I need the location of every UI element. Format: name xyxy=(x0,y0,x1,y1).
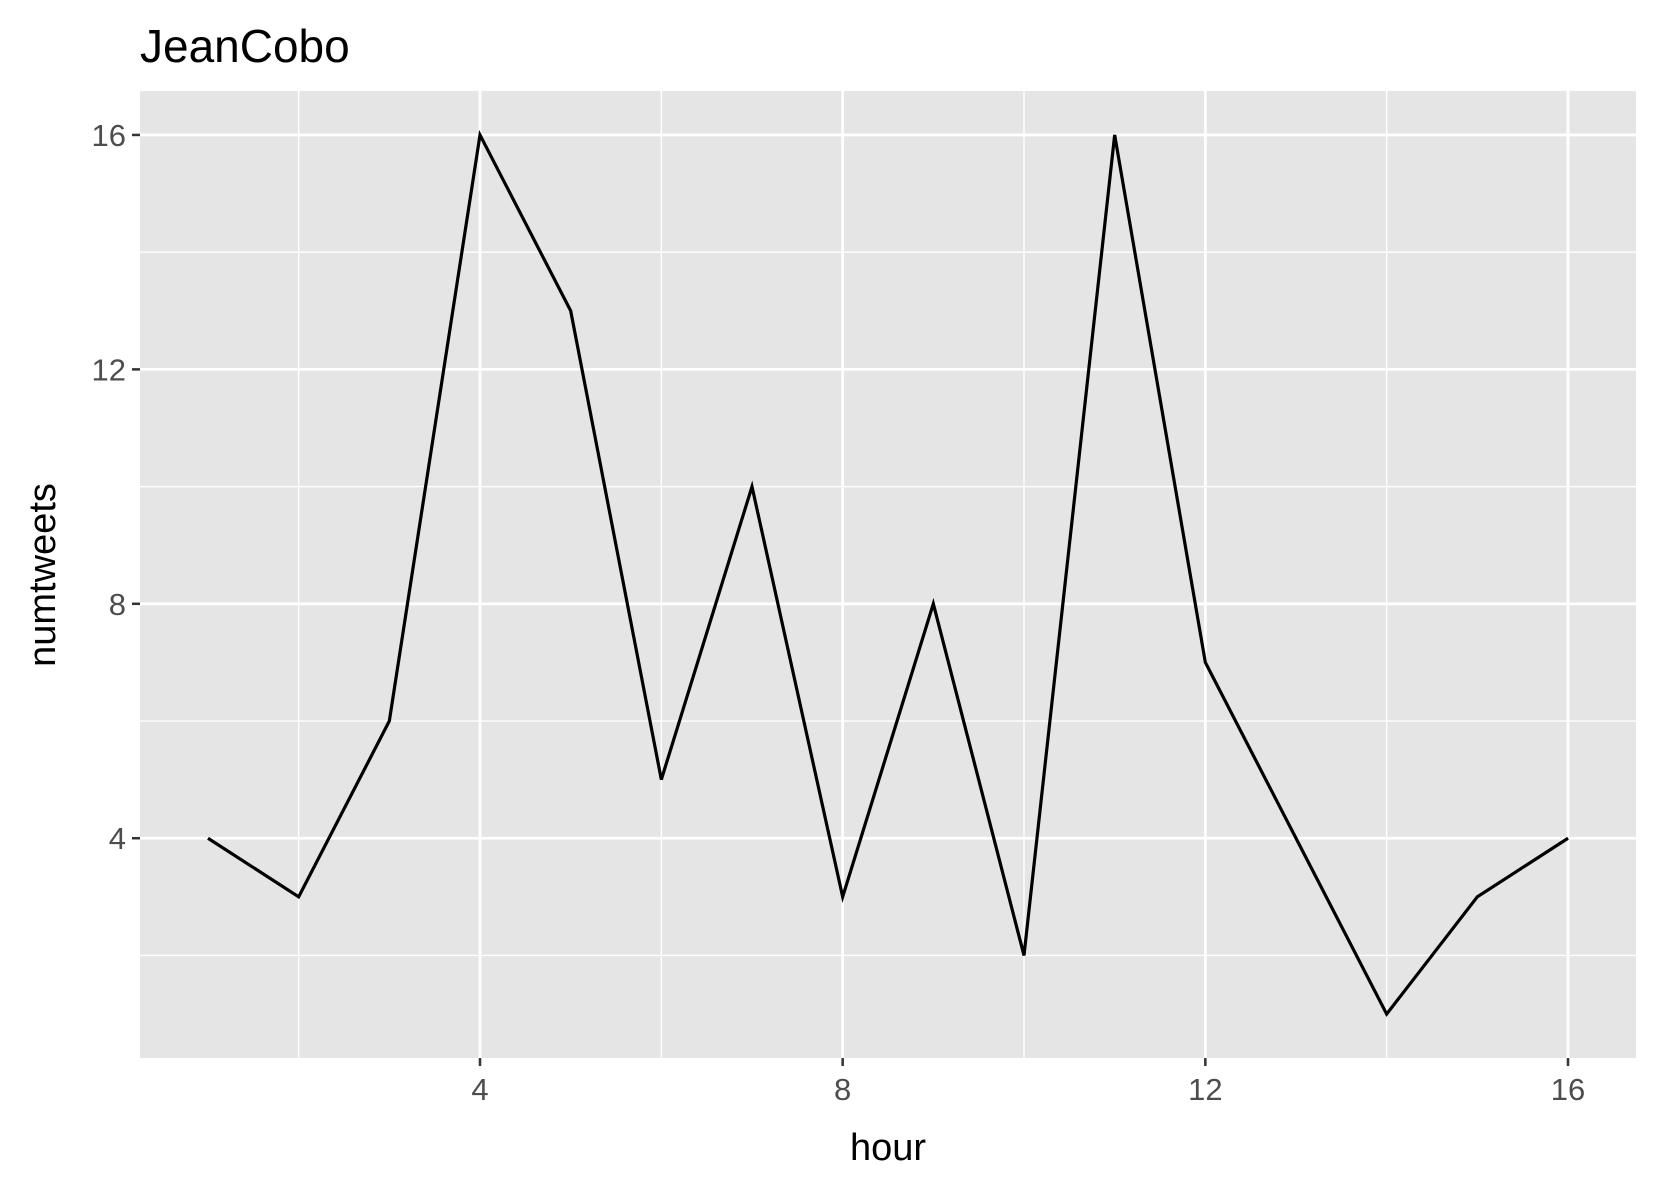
x-axis-title: hour xyxy=(850,1127,926,1169)
y-tick-label: 4 xyxy=(109,821,126,856)
y-tick-label: 12 xyxy=(92,352,126,387)
x-tick-label: 12 xyxy=(1188,1072,1222,1107)
x-axis: 4 8 12 16 xyxy=(471,1058,1585,1107)
chart-title: JeanCobo xyxy=(140,20,350,72)
y-axis: 4 8 12 16 xyxy=(92,118,140,856)
y-tick-label: 16 xyxy=(92,118,126,153)
y-axis-title: numtweets xyxy=(22,483,64,667)
plot-panel xyxy=(140,91,1636,1058)
y-tick-label: 8 xyxy=(109,587,126,622)
x-tick-label: 8 xyxy=(834,1072,851,1107)
x-tick-label: 4 xyxy=(471,1072,488,1107)
x-tick-label: 16 xyxy=(1551,1072,1585,1107)
